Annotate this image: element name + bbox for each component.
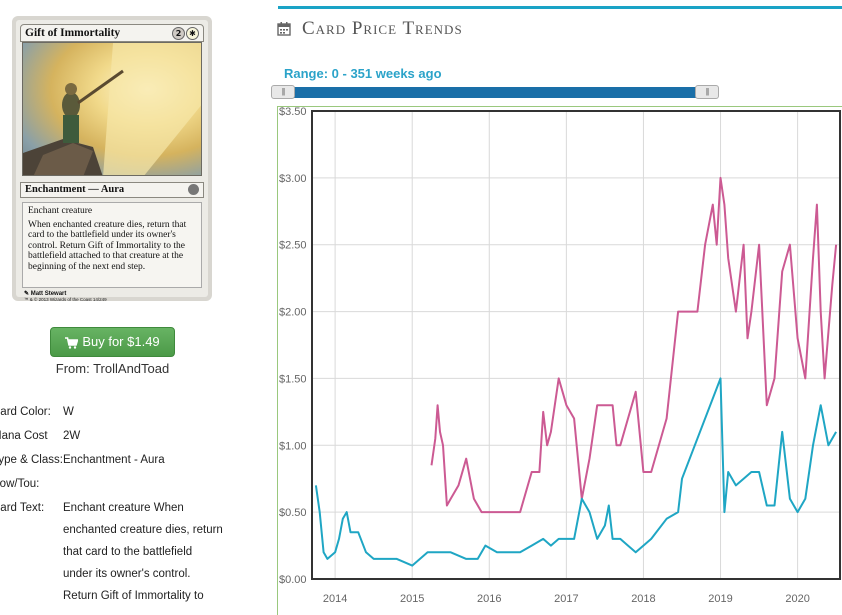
detail-text-line: under its owner's control. (63, 568, 191, 580)
x-tick-label: 2017 (554, 593, 578, 605)
range-slider-handle-end[interactable]: ||| (695, 85, 719, 99)
x-tick-label: 2016 (477, 593, 501, 605)
y-tick-label: $0.50 (279, 507, 307, 519)
range-label: Range: 0 - 351 weeks ago (284, 66, 442, 81)
card-artist-name: Matt Stewart (30, 291, 67, 297)
detail-value: 2W (63, 430, 81, 442)
detail-label: Mana Cost (0, 430, 48, 442)
shopping-cart-icon (65, 336, 79, 349)
card-copyright: ™ & © 2013 Wizards of the Coast 14/249 (24, 297, 107, 302)
x-tick-label: 2014 (323, 593, 347, 605)
series-line-2 (314, 377, 837, 567)
card-rules-line1: Enchant creature (28, 206, 93, 216)
detail-text-line: enchanted creature dies, return (63, 524, 223, 536)
y-tick-label: $2.50 (279, 240, 307, 252)
x-tick-label: 2019 (708, 593, 732, 605)
card-artwork (22, 42, 202, 176)
series-line-1 (430, 176, 838, 514)
x-tick-label: 2020 (785, 593, 809, 605)
range-slider-handle-start[interactable]: ||| (271, 85, 295, 99)
grip-icon: ||| (705, 87, 709, 96)
card-frame: Gift of Immortality 2 ✱ Enchantment — Aur… (16, 20, 208, 302)
detail-value: Enchantment - Aura (63, 454, 165, 466)
range-slider-track[interactable] (274, 87, 718, 98)
panel-top-border (278, 6, 842, 9)
calendar-icon (277, 22, 291, 36)
y-tick-label: $3.50 (279, 107, 307, 118)
buy-button-label: Buy for $1.49 (82, 334, 160, 349)
y-tick-label: $3.00 (279, 173, 307, 185)
card-type-text: Enchantment — Aura (25, 184, 125, 195)
price-chart: $0.00 $0.50 $1.00 $1.50 $2.00 $2.50 $3.00 $3.50… (279, 107, 841, 605)
y-tick-label: $1.50 (279, 373, 307, 385)
buy-button[interactable]: Buy for $1.49 (50, 327, 175, 357)
detail-text-line: that card to the battlefield (63, 546, 193, 558)
x-tick-label: 2018 (631, 593, 655, 605)
detail-value-text: Enchant creature When enchanted creature… (63, 497, 243, 607)
set-symbol-icon (188, 184, 199, 195)
x-tick-label: 2015 (400, 593, 424, 605)
plot-border (311, 110, 841, 580)
mana-white-symbol: ✱ (186, 26, 199, 40)
detail-label: Type & Class: (0, 454, 63, 466)
card-type-line: Enchantment — Aura (20, 182, 204, 198)
y-tick-label: $1.00 (279, 440, 307, 452)
y-tick-label: $0.00 (279, 574, 307, 586)
chart-frame (277, 106, 842, 615)
detail-text-line: Enchant creature When (63, 502, 184, 514)
card-title-bar: Gift of Immortality 2 ✱ (20, 24, 204, 42)
panel-title: Card Price Trends (302, 18, 463, 39)
seller-text: From: TrollAndToad (55, 361, 170, 376)
card-text-box: Enchant creature When enchanted creature… (22, 202, 202, 288)
plot-area (311, 110, 841, 580)
detail-label: Card Color: (0, 406, 51, 418)
detail-label: Pow/Tou: (0, 478, 40, 490)
card-name: Gift of Immortality (25, 27, 121, 39)
card-image: Gift of Immortality 2 ✱ Enchantment — Aur… (12, 16, 212, 302)
card-rules-line2: When enchanted creature dies, return tha… (28, 219, 187, 272)
detail-label: Card Text: (0, 502, 45, 514)
artwork-illustration (23, 43, 201, 175)
detail-text-line: Return Gift of Immortality to (63, 590, 204, 602)
grip-icon: ||| (281, 87, 285, 96)
mana-generic-symbol: 2 (172, 26, 185, 40)
y-tick-label: $2.00 (279, 307, 307, 319)
card-mana-cost: 2 ✱ (171, 26, 199, 42)
detail-value: W (63, 406, 74, 418)
brush-icon: ✎ (24, 291, 30, 297)
card-artist: ✎ Matt Stewart (24, 290, 66, 297)
